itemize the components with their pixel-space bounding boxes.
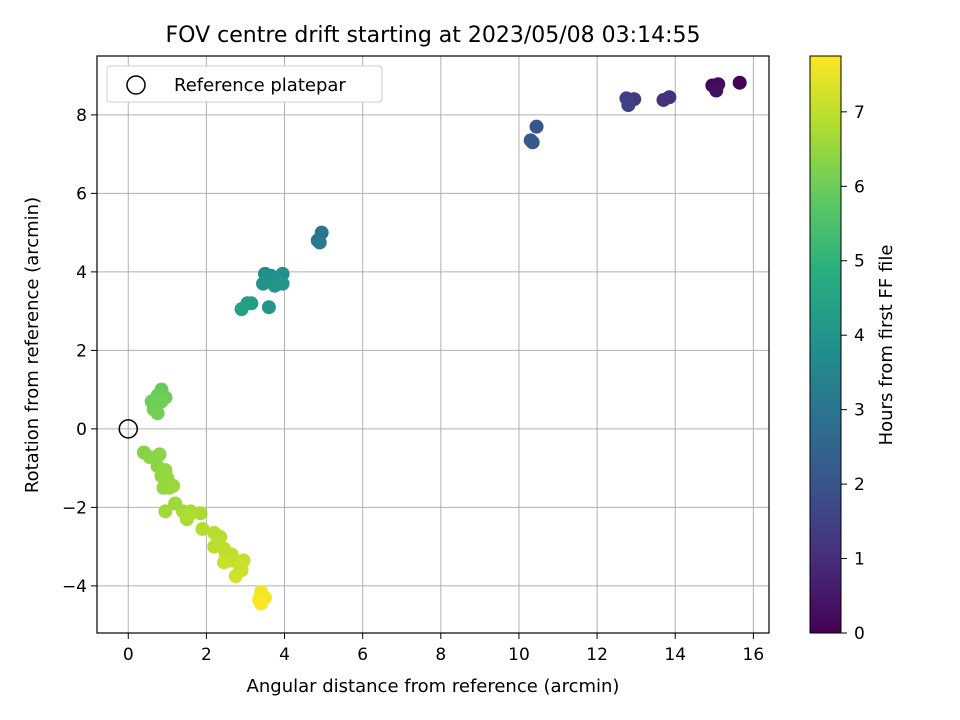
- legend-marker-icon: [126, 75, 146, 95]
- colorbar-tick-label: 0: [854, 624, 865, 644]
- colorbar-gradient: [809, 55, 842, 634]
- scatter-point: [256, 276, 271, 291]
- scatter-point: [529, 119, 544, 134]
- scatter-point: [216, 555, 231, 570]
- x-tick-label: 10: [508, 645, 530, 665]
- y-tick-label: −2: [62, 498, 87, 518]
- x-tick-label: 8: [435, 645, 446, 665]
- scatter-point: [525, 135, 540, 150]
- colorbar-label: Hours from first FF file: [876, 245, 897, 446]
- x-axis-label: Angular distance from reference (arcmin): [247, 676, 620, 697]
- legend: Reference platepar: [106, 65, 383, 103]
- scatter-point: [193, 506, 208, 521]
- colorbar: 0 1 2 3 4 5 6 7 Hours from first FF file: [809, 55, 897, 644]
- legend-box: [106, 65, 383, 103]
- colorbar-tick-label: 2: [854, 475, 865, 495]
- y-tick-label: 4: [76, 263, 87, 283]
- x-tick-label: 4: [279, 645, 290, 665]
- colorbar-tick-label: 5: [854, 252, 865, 272]
- colorbar-ticks: 0 1 2 3 4 5 6 7: [841, 103, 865, 644]
- y-tick-label: 8: [76, 106, 87, 126]
- scatter-point: [152, 447, 167, 462]
- scatter-point: [162, 480, 177, 495]
- grid: [97, 56, 769, 633]
- scatter-point: [254, 596, 269, 611]
- y-tick-label: 2: [76, 341, 87, 361]
- scatter-point: [709, 83, 724, 98]
- scatter-point: [150, 406, 165, 421]
- y-tick-label: −4: [62, 577, 87, 597]
- scatter-point: [621, 98, 636, 113]
- x-axis: 0 2 4 6 8 10 12 14 16: [123, 633, 764, 665]
- plot-frame: [96, 55, 770, 634]
- y-axis: −4 −2 0 2 4 6 8: [62, 106, 97, 597]
- x-tick-label: 0: [123, 645, 134, 665]
- scatter-point: [312, 235, 327, 250]
- y-axis-label: Rotation from reference (arcmin): [22, 197, 43, 493]
- y-tick-label: 0: [76, 420, 87, 440]
- scatter-point: [158, 504, 173, 519]
- colorbar-tick-label: 1: [854, 550, 865, 570]
- x-tick-label: 12: [586, 645, 608, 665]
- x-tick-label: 2: [201, 645, 212, 665]
- colorbar-tick-label: 4: [854, 326, 865, 346]
- x-tick-label: 16: [743, 645, 765, 665]
- x-tick-label: 14: [664, 645, 686, 665]
- scatter-point: [181, 508, 196, 523]
- x-tick-label: 6: [357, 645, 368, 665]
- colorbar-tick-label: 7: [854, 103, 865, 123]
- colorbar-tick-label: 6: [854, 177, 865, 197]
- chart-title: FOV centre drift starting at 2023/05/08 …: [166, 23, 701, 48]
- scatter-point: [234, 302, 249, 317]
- scatter-point: [275, 276, 290, 291]
- colorbar-tick-label: 3: [854, 401, 865, 421]
- scatter-point: [195, 521, 210, 536]
- scatter-point: [732, 75, 747, 90]
- scatter-point: [261, 300, 276, 315]
- reference-platepar-marker: [118, 419, 139, 439]
- y-tick-label: 6: [76, 184, 87, 204]
- scatter-points: [136, 75, 747, 611]
- legend-entry-reference-platepar: Reference platepar: [174, 75, 346, 96]
- scatter-point: [656, 92, 671, 107]
- scatter-point: [228, 569, 243, 584]
